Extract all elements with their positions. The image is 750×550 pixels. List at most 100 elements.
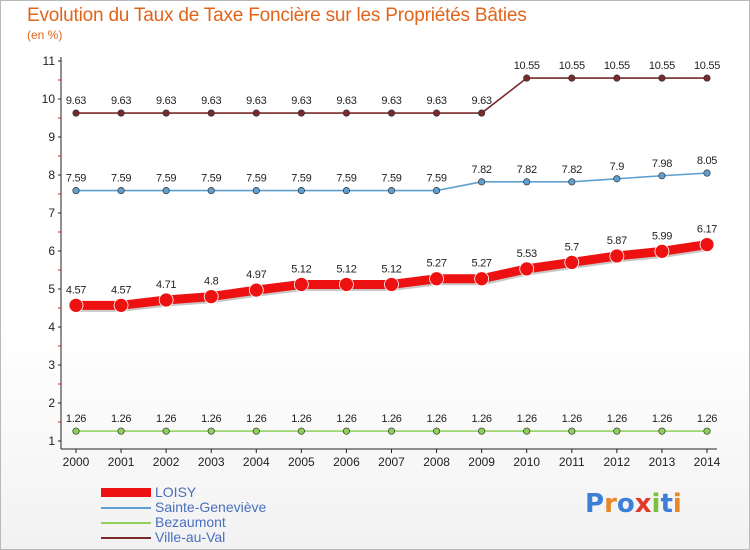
x-tick-label: 2012 — [604, 455, 631, 469]
data-point — [658, 172, 666, 180]
data-point — [433, 187, 441, 195]
y-tick-label: 10 — [42, 92, 56, 106]
data-label: 1.26 — [472, 413, 492, 425]
data-label: 1.26 — [246, 413, 266, 425]
y-tick-label: 3 — [48, 358, 55, 372]
data-point — [68, 297, 84, 313]
data-point — [342, 427, 350, 435]
legend-item-sainte-genevieve[interactable]: Sainte-Geneviève — [101, 499, 361, 515]
x-tick-label: 2000 — [63, 455, 90, 469]
data-label: 1.26 — [156, 413, 176, 425]
data-point — [72, 187, 80, 195]
data-point — [478, 178, 486, 186]
data-label: 7.82 — [517, 164, 537, 176]
y-tick-label: 4 — [48, 320, 55, 334]
x-tick-label: 2009 — [468, 455, 495, 469]
data-point — [564, 254, 580, 270]
data-point — [519, 261, 535, 277]
legend-item-loisy[interactable]: LOISY — [101, 484, 361, 500]
data-label: 1.26 — [607, 413, 627, 425]
data-point — [609, 248, 625, 264]
data-point — [703, 427, 711, 435]
x-tick-label: 2014 — [694, 455, 721, 469]
data-point — [478, 427, 486, 435]
data-point — [297, 187, 305, 195]
y-tick-label: 1 — [48, 434, 55, 448]
data-point — [252, 109, 260, 117]
legend-item-ville-au-val[interactable]: Ville-au-Val — [101, 529, 361, 545]
data-label: 7.59 — [111, 173, 131, 185]
data-point — [568, 74, 576, 82]
proxiti-logo: Proxiti — [585, 489, 682, 519]
data-label: 9.63 — [156, 95, 176, 107]
legend-item-bezaumont[interactable]: Bezaumont — [101, 514, 361, 530]
data-label: 4.8 — [204, 276, 219, 288]
data-label: 4.57 — [111, 284, 131, 296]
data-label: 5.87 — [607, 235, 627, 247]
data-point — [297, 109, 305, 117]
data-point — [293, 277, 309, 292]
data-label: 5.12 — [381, 263, 401, 275]
data-label: 7.59 — [201, 173, 221, 185]
data-label: 4.57 — [66, 284, 86, 296]
data-label: 7.59 — [381, 173, 401, 185]
data-point — [203, 289, 219, 305]
logo-letter: x — [634, 489, 652, 519]
data-label: 1.26 — [652, 413, 672, 425]
legend-label-ville-au-val: Ville-au-Val — [155, 529, 226, 545]
x-tick-label: 2011 — [559, 455, 585, 469]
data-label: 7.59 — [336, 173, 356, 185]
legend-label-loisy: LOISY — [155, 484, 197, 500]
legend-swatch-bezaumont — [101, 522, 151, 524]
legend-swatch-ville-au-val — [101, 537, 151, 539]
data-point — [252, 187, 260, 195]
data-label: 5.53 — [517, 248, 537, 260]
y-tick-label: 6 — [48, 244, 55, 258]
data-label: 7.59 — [246, 173, 266, 185]
data-point — [478, 109, 486, 117]
data-label: 9.63 — [336, 95, 356, 107]
data-label: 9.63 — [66, 95, 86, 107]
data-point — [384, 277, 399, 292]
chart-subtitle: (en %) — [27, 28, 63, 42]
data-point — [72, 427, 80, 435]
data-label: 5.7 — [565, 241, 580, 253]
data-label: 10.55 — [559, 60, 585, 72]
data-label: 9.63 — [201, 95, 221, 107]
data-point — [297, 427, 305, 435]
x-tick-label: 2013 — [649, 455, 676, 469]
data-label: 9.63 — [472, 95, 492, 107]
data-point — [699, 237, 715, 252]
data-label: 1.26 — [426, 413, 446, 425]
data-point — [703, 74, 711, 82]
data-point — [613, 427, 621, 435]
data-point — [207, 427, 215, 435]
data-label: 7.59 — [66, 173, 86, 185]
data-label: 7.59 — [291, 173, 311, 185]
data-point — [158, 292, 174, 308]
data-point — [568, 427, 576, 435]
data-point — [342, 109, 350, 117]
data-label: 10.55 — [604, 60, 630, 72]
data-label: 9.63 — [246, 95, 266, 107]
data-point — [117, 109, 125, 117]
y-tick-label: 8 — [48, 168, 55, 182]
data-label: 4.97 — [246, 269, 266, 281]
data-point — [387, 427, 396, 435]
data-point — [523, 427, 531, 435]
data-label: 5.27 — [426, 258, 446, 270]
data-point — [568, 178, 576, 186]
data-point — [162, 427, 170, 435]
data-point — [387, 109, 396, 117]
x-tick-label: 2007 — [378, 455, 405, 469]
data-point — [433, 427, 441, 435]
x-tick-label: 2005 — [288, 455, 315, 469]
data-point — [162, 187, 170, 195]
y-tick-label: 9 — [48, 130, 55, 144]
legend-swatch-loisy — [101, 488, 151, 497]
data-point — [113, 297, 129, 313]
data-label: 9.63 — [111, 95, 131, 107]
data-point — [248, 282, 264, 298]
logo-letter: P — [585, 489, 605, 519]
